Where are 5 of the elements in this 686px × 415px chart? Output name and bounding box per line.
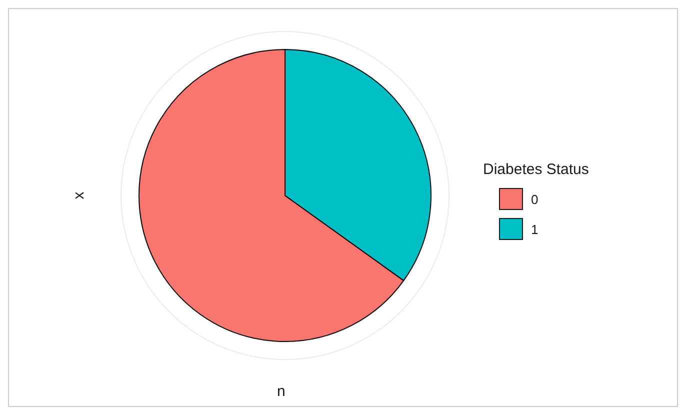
- legend-title: Diabetes Status: [483, 161, 589, 178]
- legend-label: 1: [531, 222, 538, 236]
- text: x: [70, 192, 88, 200]
- legend-label: 0: [531, 192, 538, 206]
- text: n: [277, 383, 286, 400]
